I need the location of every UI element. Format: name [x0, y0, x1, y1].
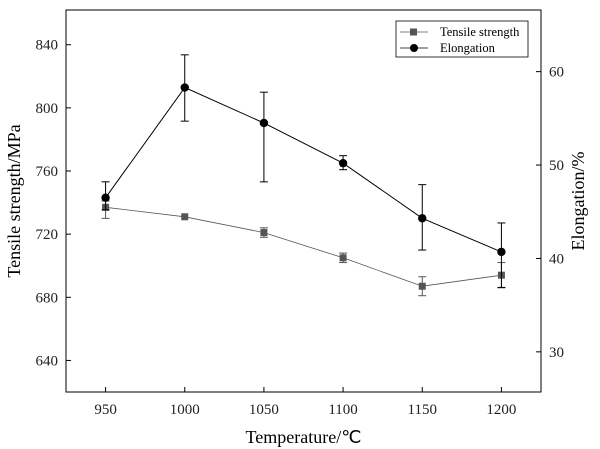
y-right-tick-label: 40	[549, 251, 564, 267]
series-tensile-strength	[101, 200, 506, 297]
data-point-tensile-strength	[181, 213, 189, 221]
legend-label-elongation: Elongation	[440, 41, 496, 55]
y-axis-title-right: Elongation/%	[568, 152, 588, 251]
series-layer	[101, 54, 506, 297]
y-right-tick-label: 50	[549, 158, 564, 174]
data-point-elongation	[338, 158, 348, 168]
x-tick-label: 1200	[486, 402, 516, 418]
legend-marker-tensile	[410, 28, 417, 36]
data-point-elongation	[259, 118, 269, 128]
y-right-tick-label: 30	[549, 345, 564, 361]
legend-label-tensile: Tensile strength	[440, 25, 520, 39]
y-left-tick-label: 840	[36, 38, 59, 54]
data-point-elongation	[497, 247, 506, 257]
y-left-tick-label: 680	[36, 290, 59, 306]
y-left-tick-label: 720	[36, 227, 59, 243]
x-tick-label: 1100	[328, 402, 357, 418]
x-tick-label: 1050	[249, 402, 279, 418]
legend: Tensile strength Elongation	[395, 20, 529, 58]
x-axis-title: Temperature/℃	[246, 427, 362, 447]
series-line-elongation	[105, 86, 502, 253]
axis-ticks: 950 1000 1050 1100 1150 1200 640 680 720 760 800 84…	[36, 38, 565, 418]
data-point-tensile-strength	[418, 282, 426, 290]
y-left-tick-label: 640	[36, 353, 59, 369]
data-point-tensile-strength	[260, 229, 268, 237]
x-tick-label: 1000	[170, 402, 200, 418]
x-tick-label: 950	[94, 402, 117, 418]
x-tick-label: 1150	[408, 402, 437, 418]
y-axis-title-left: Tensile strength/MPa	[4, 124, 24, 277]
y-right-tick-label: 60	[549, 65, 564, 81]
y-left-tick-label: 760	[36, 164, 59, 180]
y-left-tick-label: 800	[36, 101, 59, 117]
data-point-elongation	[180, 83, 189, 92]
legend-marker-elongation	[410, 44, 418, 52]
data-point-elongation	[418, 214, 427, 223]
data-point-tensile-strength	[339, 254, 347, 262]
legend-box	[395, 20, 529, 58]
series-line-tensile-strength	[105, 206, 502, 287]
plot-frame	[65, 9, 542, 393]
data-point-elongation	[101, 193, 110, 202]
series-elongation	[101, 54, 506, 288]
